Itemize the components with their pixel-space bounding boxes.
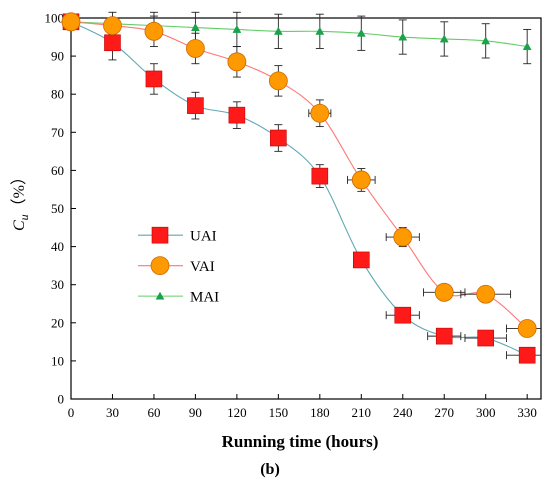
uai-marker [187, 97, 204, 114]
y-tick-label: 80 [51, 87, 64, 102]
vai-marker [517, 319, 537, 338]
uai-marker [352, 251, 370, 269]
mai-series [66, 11, 532, 65]
axes-group: 0 30 60 90 120 150 180 210 240 270 300 330 0 10 20 30 40… [45, 11, 542, 420]
mai-marker [522, 42, 532, 51]
mai-marker [481, 36, 491, 45]
mai-marker [155, 291, 165, 300]
uai-marker [435, 327, 453, 345]
y-tick-label: 50 [51, 201, 64, 216]
legend-label-vai: VAI [190, 259, 215, 275]
x-tick-label: 180 [310, 405, 330, 420]
vai-marker [351, 170, 371, 190]
vai-marker [268, 71, 288, 91]
vai-marker [186, 39, 205, 58]
mai-marker [356, 28, 366, 37]
figure-caption: (b) [260, 461, 280, 478]
x-tick-label: 300 [476, 405, 496, 420]
y-tick-label: 90 [51, 49, 64, 64]
y-tick-label: 70 [51, 125, 64, 140]
vai-marker [103, 16, 122, 36]
y-axis-label-main: C [11, 220, 28, 231]
x-tick-label: 270 [434, 405, 454, 420]
uai-marker [394, 306, 412, 324]
mai-marker [315, 26, 325, 35]
legend-label-mai: MAI [190, 290, 219, 306]
mai-marker [273, 26, 283, 35]
y-tick-label: 40 [51, 239, 64, 254]
y-axis-label-sub: u [17, 214, 31, 220]
uai-marker [311, 167, 329, 185]
x-tick-label: 330 [517, 405, 537, 420]
legend-item-vai: VAI [138, 256, 215, 276]
y-tick-label: 30 [51, 277, 64, 292]
mai-marker [190, 23, 200, 31]
vai-marker [393, 227, 413, 247]
x-axis-label: Running time (hours) [222, 432, 379, 451]
uai-marker [151, 226, 169, 244]
legend: UAI VAI MAI [138, 226, 219, 306]
uai-marker [145, 70, 163, 88]
uai-marker [518, 346, 536, 364]
vai-marker [61, 12, 81, 32]
uai-marker [270, 129, 287, 147]
y-tick-label: 100 [45, 11, 65, 26]
x-tick-label: 120 [227, 405, 247, 420]
plot-frame [70, 17, 542, 400]
uai-line [70, 21, 528, 356]
x-tick-label: 60 [147, 405, 160, 420]
legend-item-mai: MAI [138, 290, 219, 306]
y-axis-label: Cu（%） [10, 169, 31, 231]
x-tick-label: 90 [189, 405, 202, 420]
x-tick-label: 240 [393, 405, 413, 420]
vai-marker [150, 256, 170, 276]
y-tick-label: 10 [51, 353, 64, 368]
vai-marker [227, 52, 247, 72]
series-group [61, 11, 541, 364]
y-tick-label: 0 [58, 392, 65, 407]
uai-series [62, 13, 541, 364]
legend-item-uai: UAI [138, 226, 217, 245]
vai-line [70, 21, 528, 329]
vai-marker [476, 284, 496, 304]
x-tick-label: 30 [106, 405, 119, 420]
vai-series [61, 12, 541, 338]
uai-marker [228, 106, 246, 124]
x-tick-label: 0 [68, 405, 75, 420]
vai-marker [310, 103, 330, 123]
mai-marker [398, 32, 408, 41]
mai-line [70, 21, 528, 48]
mai-marker [232, 24, 242, 33]
x-tick-label: 150 [269, 405, 289, 420]
vai-marker [144, 21, 164, 41]
uai-marker [477, 329, 495, 347]
y-tick-label: 20 [51, 315, 64, 330]
x-tick-label: 210 [352, 405, 372, 420]
y-tick-label: 60 [51, 163, 64, 178]
legend-label-uai: UAI [190, 229, 217, 245]
vai-marker [434, 282, 454, 302]
uai-marker [104, 34, 121, 52]
y-axis-label-unit: （%） [10, 169, 28, 214]
mai-marker [439, 34, 449, 43]
